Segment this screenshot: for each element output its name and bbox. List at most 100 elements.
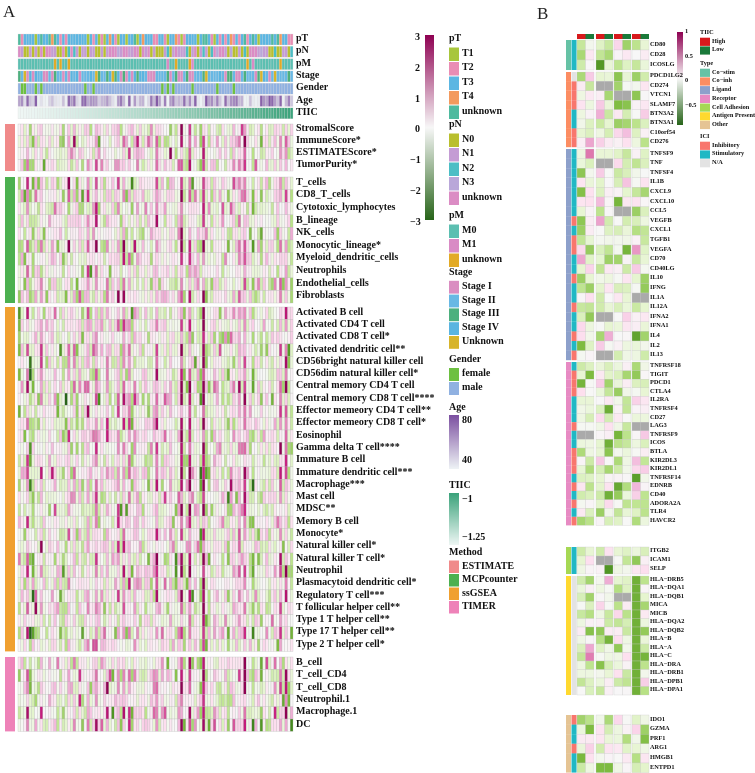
- annotation-cell-tiic: [75, 107, 79, 119]
- heatmap-cell: [56, 343, 60, 357]
- heatmap-cell: [188, 454, 192, 468]
- heatmap-cell: [78, 565, 82, 578]
- heatmap-cell: [191, 515, 195, 529]
- heatmap-cell: [28, 454, 32, 468]
- heatmap-cell: [215, 626, 219, 640]
- heatmap-cell: [133, 214, 137, 228]
- heatmap-cell: [108, 417, 112, 431]
- heatmap-cell: [290, 417, 294, 431]
- heatmap-cell: [246, 319, 250, 332]
- annotation-cell-age: [53, 95, 57, 107]
- heatmap-cell: [248, 565, 252, 578]
- heatmap-cell: [163, 392, 167, 406]
- heatmap-cell: [64, 356, 68, 369]
- heatmap-cell: [257, 656, 261, 670]
- heatmap-cell: [100, 227, 104, 241]
- heatmap-cell: [72, 214, 76, 228]
- heatmap-cell: [268, 380, 272, 394]
- heatmap-cell: [42, 277, 46, 291]
- heatmap-cell: [259, 614, 263, 627]
- heatmap-cell: [155, 290, 159, 304]
- heatmap-cell: [171, 540, 175, 554]
- heatmap-cell: [160, 552, 164, 566]
- heatmap-cell: [268, 356, 272, 369]
- heatmap-cell: [243, 602, 247, 615]
- heatmap-cell: [213, 552, 217, 566]
- heatmap-cell: [193, 429, 197, 443]
- heatmap-cell: [229, 528, 233, 541]
- heatmap-cell: [92, 319, 96, 332]
- heatmap-cell: [185, 614, 189, 627]
- heatmap-cell: [78, 552, 82, 566]
- annotation-cell-gender: [262, 83, 266, 95]
- heatmap-cell: [114, 214, 118, 228]
- heatmap-cell: [78, 319, 82, 332]
- heatmap-cell: [232, 147, 236, 160]
- heatmap-cell: [246, 380, 250, 394]
- heatmap-cell: [53, 602, 57, 615]
- heatmap-cell: [199, 277, 203, 291]
- heatmap-cell: [64, 442, 68, 455]
- heatmap-cell: [28, 442, 32, 455]
- heatmap-cell: [34, 442, 38, 455]
- heatmap-cell: [237, 331, 241, 345]
- heatmap-cell: [28, 380, 32, 394]
- heatmap-cell: [290, 176, 294, 190]
- heatmap-cell: [287, 614, 291, 627]
- heatmap-cell: [251, 503, 255, 517]
- heatmap-cell: [37, 252, 41, 266]
- heatmap-cell: [138, 123, 142, 136]
- heatmap-cell: [279, 417, 283, 431]
- heatmap-cell: [26, 429, 30, 443]
- heatmap-cell: [141, 491, 145, 504]
- heatmap-cell: [273, 331, 277, 345]
- heatmap-cell: [279, 290, 283, 304]
- heatmap-cell: [141, 135, 145, 148]
- heatmap-cell: [163, 189, 167, 203]
- heatmap-cell: [257, 319, 261, 332]
- heatmap-cell: [199, 331, 203, 345]
- heatmap-cell: [174, 189, 178, 203]
- heatmap-cell: [221, 589, 225, 603]
- heatmap-cell: [284, 589, 288, 603]
- heatmap-cell: [45, 147, 49, 160]
- annotation-cell-age: [240, 95, 244, 107]
- heatmap-cell: [125, 239, 129, 253]
- annotation-cell-pn: [119, 46, 123, 58]
- heatmap-cell: [259, 306, 263, 320]
- annotation-cell-pt: [83, 33, 87, 46]
- annotation-cell-pn: [171, 46, 175, 58]
- heatmap-cell: [191, 589, 195, 603]
- heatmap-cell: [26, 189, 30, 203]
- heatmap-cell: [237, 429, 241, 443]
- heatmap-cell: [171, 319, 175, 332]
- heatmap-cell: [78, 265, 82, 278]
- annotation-cell-stage: [290, 70, 294, 83]
- heatmap-cell: [94, 265, 98, 278]
- heatmap-cell: [81, 380, 85, 394]
- heatmap-cell: [160, 189, 164, 203]
- annotation-cell-gender: [64, 83, 68, 95]
- heatmap-cell: [81, 614, 85, 627]
- heatmap-cell: [34, 252, 38, 266]
- heatmap-cell: [273, 442, 277, 455]
- heatmap-cell: [83, 123, 87, 136]
- heatmap-cell: [281, 638, 285, 652]
- annotation-cell-pt: [202, 33, 206, 46]
- heatmap-cell: [67, 638, 71, 652]
- heatmap-cell: [207, 277, 211, 291]
- heatmap-cell: [119, 123, 123, 136]
- heatmap-cell: [81, 331, 85, 345]
- heatmap-cell: [17, 656, 21, 670]
- heatmap-cell: [268, 614, 272, 627]
- heatmap-cell: [152, 540, 156, 554]
- heatmap-cell: [174, 515, 178, 529]
- heatmap-cell: [92, 176, 96, 190]
- heatmap-cell: [158, 503, 162, 517]
- heatmap-cell: [251, 176, 255, 190]
- heatmap-cell: [270, 515, 274, 529]
- heatmap-cell: [17, 466, 21, 480]
- heatmap-cell: [122, 454, 126, 468]
- heatmap-cell: [240, 123, 244, 136]
- heatmap-cell: [56, 239, 60, 253]
